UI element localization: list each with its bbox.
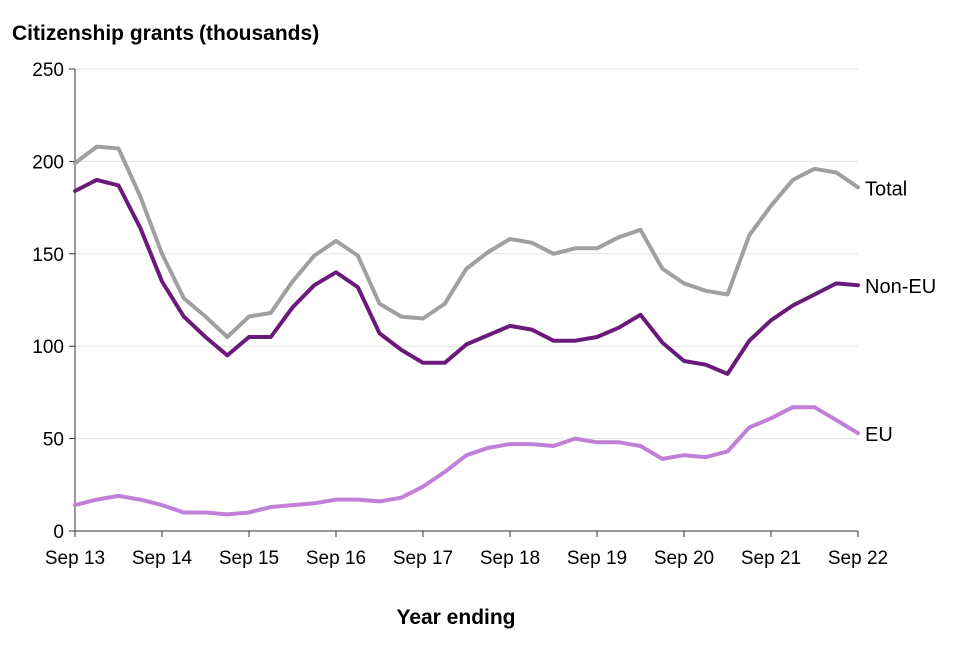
x-tick-label: Sep 20 (654, 548, 714, 569)
series-line-eu (73, 405, 860, 517)
x-tick-label: Sep 16 (306, 548, 366, 569)
chart-title-main: Citizenship grants (12, 22, 194, 45)
series-line-total (73, 144, 860, 339)
y-tick-label: 50 (43, 430, 64, 451)
series-label-non-eu: Non-EU (865, 276, 936, 298)
x-tick-label: Sep 14 (132, 548, 193, 569)
y-tick-label: 250 (32, 60, 64, 81)
series-label-eu: EU (865, 424, 893, 446)
gridlines (75, 68, 858, 440)
axes: 0 50 100 150 200 250 Sep 13 Sep 14 Sep 15 Sep 16 S… (32, 60, 888, 569)
x-tick-label: Sep 18 (480, 548, 540, 569)
x-tick-label: Sep 19 (567, 548, 627, 569)
chart-title-unit: (thousands) (199, 22, 319, 45)
chart-title: Citizenship grants (thousands) (12, 22, 319, 45)
series-line-non-eu (73, 177, 860, 376)
x-tick-label: Sep 22 (828, 548, 888, 569)
series-labels: Total Non-EU EU (865, 178, 936, 446)
y-tick-label: 100 (32, 337, 64, 358)
y-tick-label: 200 (32, 152, 64, 173)
y-tick-label: 150 (32, 245, 64, 266)
x-tick-label: Sep 21 (741, 548, 801, 569)
y-tick-label: 0 (53, 522, 64, 543)
x-tick-label: Sep 17 (393, 548, 453, 569)
series-label-total: Total (865, 178, 907, 200)
x-axis-label: Year ending (396, 606, 515, 629)
x-tick-label: Sep 15 (219, 548, 279, 569)
series-lines (73, 144, 860, 517)
x-tick-label: Sep 13 (45, 548, 105, 569)
